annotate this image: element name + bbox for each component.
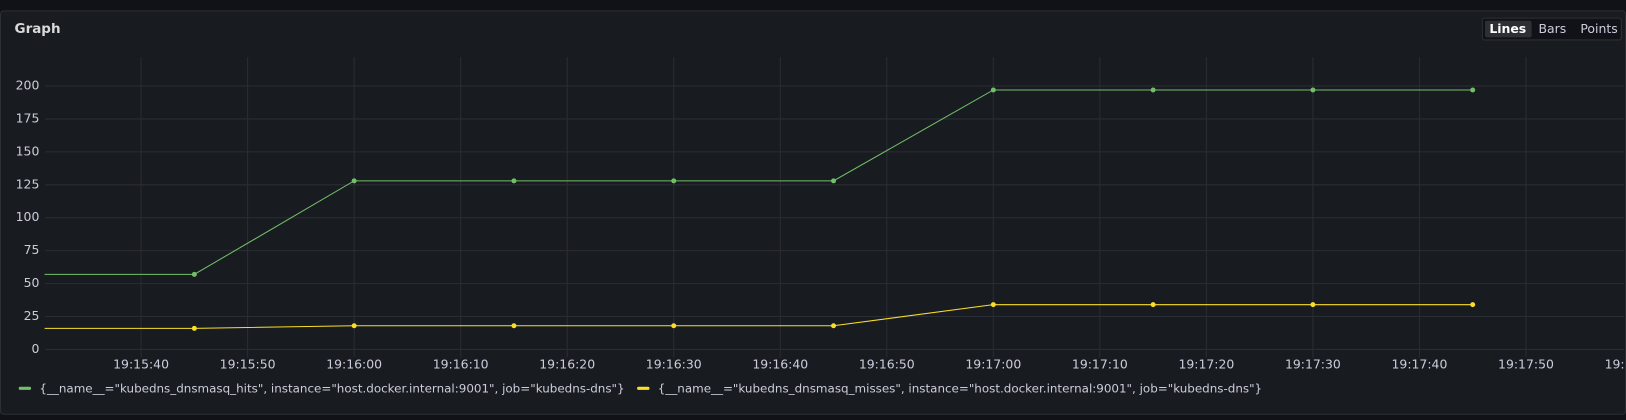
data-point <box>1470 302 1476 308</box>
data-point <box>351 323 357 329</box>
panel-frame <box>0 10 1626 415</box>
x-tick-label: 19:17:30 <box>1285 357 1341 372</box>
data-point <box>1470 87 1476 93</box>
y-tick-label: 100 <box>16 209 40 224</box>
data-point <box>351 178 357 184</box>
legend-entry: {__name__="kubedns_dnsmasq_hits", instan… <box>39 381 624 395</box>
data-point <box>1310 302 1316 308</box>
legend-swatch <box>18 386 32 390</box>
data-point <box>191 325 197 331</box>
button-active-bg <box>1484 20 1532 38</box>
data-point <box>831 323 837 329</box>
y-tick-label: 25 <box>24 308 40 323</box>
y-tick-label: 125 <box>16 176 40 191</box>
y-axis: 0 25 50 75 100 125 150 175 200 <box>16 78 40 356</box>
button-points[interactable]: Points <box>1580 21 1617 36</box>
data-point <box>990 87 996 93</box>
data-point <box>671 323 677 329</box>
data-point <box>1150 87 1156 93</box>
x-tick-label: 19:17:00 <box>965 357 1021 372</box>
x-tick-label: 19:15:50 <box>220 357 276 372</box>
legend-entry: {__name__="kubedns_dnsmasq_misses", inst… <box>658 381 1262 395</box>
x-tick-label: 19:17:50 <box>1498 357 1554 372</box>
plot <box>44 87 1476 331</box>
x-tick-label: 19:16:00 <box>326 357 382 372</box>
y-tick-label: 200 <box>16 78 40 93</box>
legend-swatch <box>637 386 650 390</box>
x-tick-label: 19:17:20 <box>1178 357 1234 372</box>
y-tick-label: 50 <box>24 275 40 290</box>
data-point <box>191 271 197 277</box>
x-tick-label: 19:17:40 <box>1392 357 1448 372</box>
x-tick-label: 19:16:10 <box>433 357 489 372</box>
x-tick-label: 19:16:30 <box>646 357 702 372</box>
y-tick-label: 150 <box>16 143 40 158</box>
data-point <box>1310 87 1316 93</box>
x-tick-label: 19:16:50 <box>859 357 915 372</box>
x-tick-label: 19:15:40 <box>113 357 169 372</box>
data-point <box>831 178 837 184</box>
data-point <box>671 178 677 184</box>
button-lines[interactable]: Lines <box>1489 21 1526 36</box>
grid <box>45 57 1624 358</box>
data-point <box>511 178 517 184</box>
x-axis: 19:15:40 19:15:50 19:16:00 19:16:10 19:16:20… <box>113 357 1626 372</box>
y-tick-label: 175 <box>16 110 40 125</box>
series-line <box>44 304 1473 329</box>
data-point <box>990 302 996 308</box>
data-point <box>511 323 517 329</box>
x-tick-label: 19:18:00 <box>1605 357 1626 372</box>
series-line <box>44 89 1473 275</box>
legend: {__name__="kubedns_dnsmasq_hits", instan… <box>18 381 1262 395</box>
x-tick-label: 19:17:10 <box>1072 357 1128 372</box>
x-tick-label: 19:16:40 <box>752 357 808 372</box>
y-tick-label: 0 <box>31 341 39 356</box>
y-tick-label: 75 <box>24 242 40 257</box>
data-point <box>1150 302 1156 308</box>
panel-title: Graph <box>15 21 61 37</box>
button-bars[interactable]: Bars <box>1538 21 1566 36</box>
x-tick-label: 19:16:20 <box>539 357 595 372</box>
